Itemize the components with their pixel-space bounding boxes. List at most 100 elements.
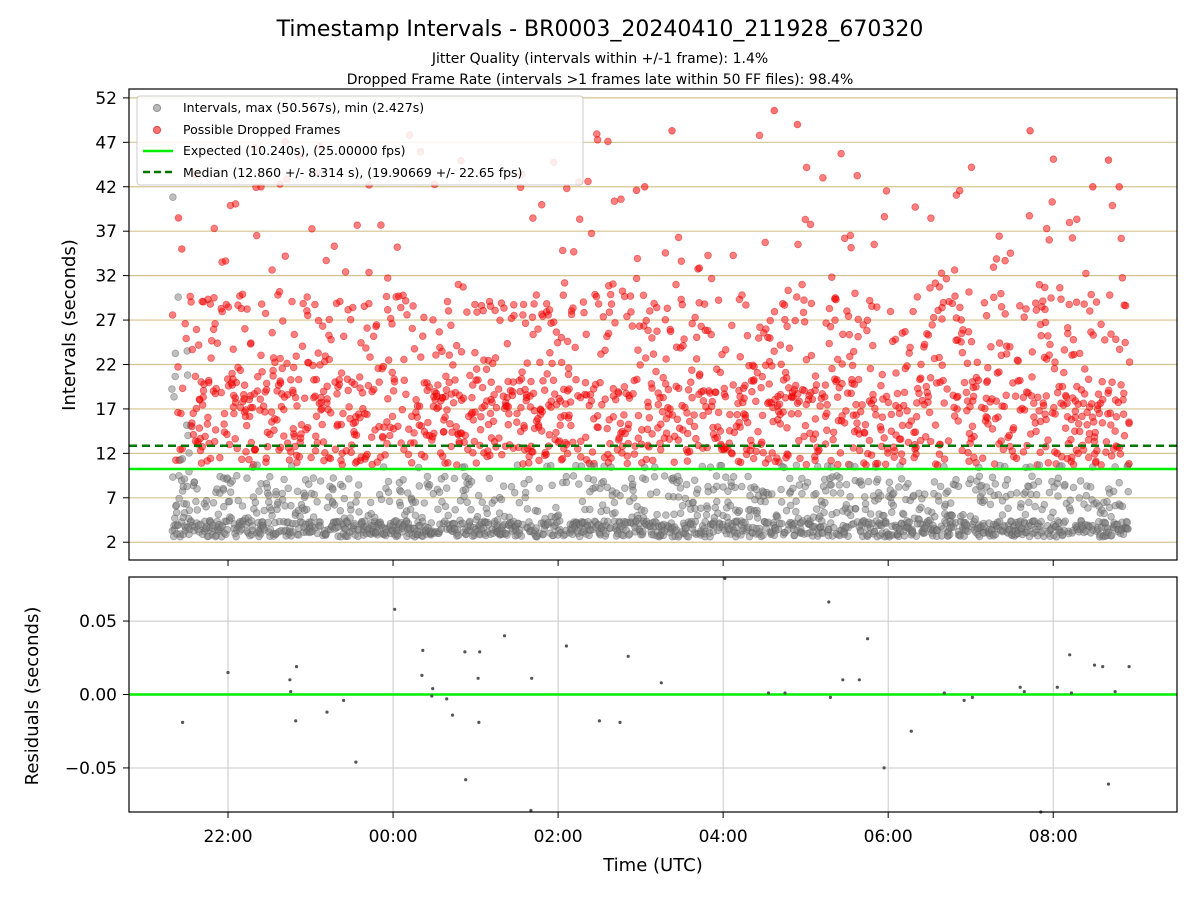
dropped-frame-point xyxy=(816,402,824,410)
interval-point xyxy=(499,482,508,491)
dropped-frame-point xyxy=(866,364,875,373)
interval-point xyxy=(930,478,939,486)
dropped-frame-point xyxy=(311,300,319,309)
interval-point xyxy=(284,484,293,493)
dropped-frame-point xyxy=(247,339,255,347)
dropped-frame-point xyxy=(636,361,644,369)
dropped-frame-point xyxy=(262,379,271,388)
dropped-frame-point xyxy=(614,389,623,398)
interval-point xyxy=(548,481,556,490)
dropped-frame-point xyxy=(1071,407,1080,416)
dropped-frame-point xyxy=(729,381,737,389)
dropped-frame-point xyxy=(238,290,247,299)
dropped-frame-point xyxy=(508,387,517,396)
dropped-frame-point xyxy=(992,397,1001,405)
dropped-frame-point xyxy=(353,221,362,230)
dropped-frame-point xyxy=(776,341,785,349)
dropped-frame-point xyxy=(563,337,572,346)
intervals-x-ticks xyxy=(227,560,1054,566)
dropped-frame-point xyxy=(960,378,969,387)
dropped-frame-point xyxy=(953,405,961,413)
interval-point xyxy=(227,514,236,522)
dropped-frame-point xyxy=(311,446,320,455)
legend-label-intervals: Intervals, max (50.567s), min (2.427s) xyxy=(183,100,424,115)
dropped-frame-point xyxy=(345,403,353,411)
dropped-frame-point xyxy=(1001,310,1009,318)
dropped-frame-point xyxy=(648,384,656,392)
dropped-frame-point xyxy=(968,422,977,431)
dropped-frame-point xyxy=(733,410,741,419)
dropped-frame-point xyxy=(1125,418,1133,426)
dropped-frame-point xyxy=(1118,273,1127,282)
dropped-frame-point xyxy=(220,420,228,428)
interval-point xyxy=(233,471,241,480)
interval-point xyxy=(1107,512,1115,521)
dropped-frame-point xyxy=(995,232,1003,241)
dropped-frame-point xyxy=(726,410,734,419)
dropped-frame-point xyxy=(833,393,842,402)
dropped-frame-point xyxy=(410,344,419,353)
dropped-frame-point xyxy=(937,269,946,278)
interval-point xyxy=(1069,483,1078,492)
dropped-frame-point xyxy=(1002,350,1011,358)
dropped-frame-point xyxy=(736,352,745,361)
dropped-frame-point xyxy=(292,352,301,361)
interval-point xyxy=(324,493,333,501)
dropped-frame-point xyxy=(593,136,602,144)
dropped-frame-point xyxy=(1104,156,1113,164)
interval-point xyxy=(569,472,578,480)
dropped-frame-point xyxy=(365,268,373,277)
dropped-frame-point xyxy=(449,398,458,407)
residual-point xyxy=(626,654,630,658)
dropped-frame-point xyxy=(666,327,675,336)
dropped-frame-point xyxy=(1092,298,1101,306)
dropped-frame-point xyxy=(1125,459,1133,468)
dropped-frame-point xyxy=(400,355,408,364)
legend-marker-dropped xyxy=(152,125,162,135)
dropped-frame-point xyxy=(754,334,763,342)
dropped-frame-point xyxy=(832,295,840,304)
dropped-frame-point xyxy=(279,405,288,414)
dropped-frame-point xyxy=(1020,406,1029,414)
dropped-frame-point xyxy=(417,422,426,430)
dropped-frame-point xyxy=(452,422,461,431)
residual-point xyxy=(828,695,833,700)
dropped-frame-point xyxy=(871,404,879,413)
interval-point xyxy=(316,522,324,530)
interval-point xyxy=(706,532,714,541)
interval-point xyxy=(948,511,956,520)
dropped-frame-point xyxy=(742,301,750,309)
dropped-frame-point xyxy=(490,390,498,399)
dropped-frame-point xyxy=(791,316,799,325)
dropped-frame-point xyxy=(684,385,693,394)
dropped-frame-point xyxy=(674,384,683,393)
dropped-frame-point xyxy=(188,419,196,427)
interval-point xyxy=(827,481,835,489)
dropped-frame-point xyxy=(853,419,861,427)
dropped-frame-point xyxy=(609,412,618,421)
interval-point xyxy=(253,461,261,469)
dropped-frame-point xyxy=(509,300,518,309)
interval-point xyxy=(1100,509,1108,518)
interval-point xyxy=(585,505,594,514)
interval-point xyxy=(745,512,754,521)
dropped-frame-point xyxy=(571,343,579,352)
dropped-frame-point xyxy=(916,374,925,383)
dropped-frame-point xyxy=(410,429,418,437)
dropped-frame-point xyxy=(308,225,316,233)
dropped-frame-point xyxy=(645,413,654,422)
interval-point xyxy=(842,480,851,489)
dropped-frame-point xyxy=(847,389,855,398)
dropped-frame-point xyxy=(950,266,959,274)
intervals-y-tick-label: 32 xyxy=(95,267,117,287)
interval-point xyxy=(589,476,598,484)
dropped-frame-point xyxy=(609,280,617,288)
dropped-frame-point xyxy=(688,393,696,402)
dropped-frame-point xyxy=(1107,421,1115,429)
dropped-frame-point xyxy=(206,454,215,463)
dropped-frame-point xyxy=(981,404,989,413)
interval-point xyxy=(598,501,607,509)
dropped-frame-point xyxy=(641,354,650,362)
dropped-frame-point xyxy=(721,392,730,401)
interval-point xyxy=(451,505,460,514)
